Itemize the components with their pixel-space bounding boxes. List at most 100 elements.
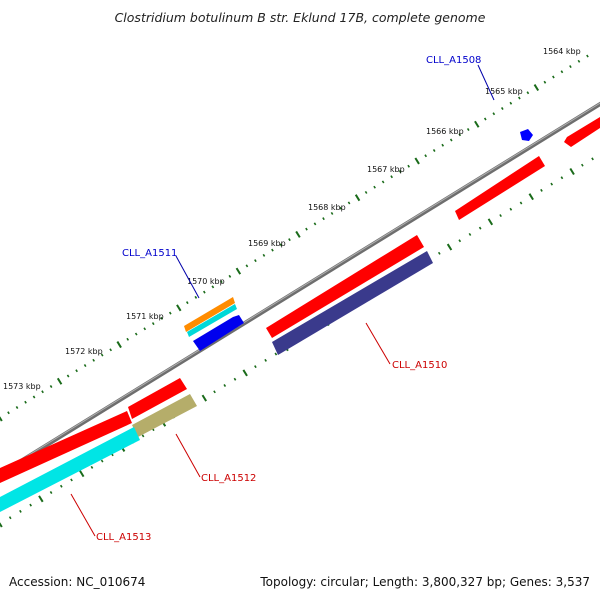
minor-tick xyxy=(398,169,402,173)
minor-tick xyxy=(100,353,104,357)
tick-label: 1571 kbp xyxy=(126,312,164,321)
gene-label-cll-a1510[interactable]: CLL_A1510 xyxy=(392,360,447,371)
gene-feature-cll-a1512[interactable] xyxy=(132,394,197,437)
minor-tick xyxy=(424,154,428,158)
tick-label: 1566 kbp xyxy=(426,127,464,136)
minor-tick xyxy=(168,311,172,315)
major-tick xyxy=(569,167,575,176)
minor-tick xyxy=(347,201,351,205)
minor-tick xyxy=(194,295,198,299)
minor-tick xyxy=(92,358,95,362)
gene-feature-cyan-short[interactable] xyxy=(187,304,237,337)
genome-backbone xyxy=(0,101,600,477)
minor-tick xyxy=(591,157,594,161)
major-tick xyxy=(0,522,3,528)
gene-feature-red-far-right[interactable] xyxy=(564,117,600,147)
gene-feature-cll-a1511[interactable] xyxy=(193,315,244,351)
gene-feature-red-long-left[interactable] xyxy=(0,411,132,483)
minor-tick xyxy=(233,377,237,381)
gene-feature-red-upper[interactable] xyxy=(455,156,545,220)
minor-tick xyxy=(90,465,94,469)
tick-label: 1565 kbp xyxy=(485,87,523,96)
tick-label: 1572 kbp xyxy=(65,347,103,356)
minor-tick xyxy=(586,54,589,58)
minor-tick xyxy=(254,365,257,369)
minor-tick xyxy=(70,478,73,482)
minor-tick xyxy=(373,185,376,189)
minor-tick xyxy=(15,406,19,409)
minor-tick xyxy=(519,201,523,205)
gene-label-cll-a1511[interactable]: CLL_A1511 xyxy=(122,248,177,259)
leader-cll-a1512 xyxy=(175,433,201,478)
minor-tick xyxy=(288,238,291,242)
leader-cll-a1510 xyxy=(365,322,391,365)
gene-label-cll-a1513[interactable]: CLL_A1513 xyxy=(96,532,151,543)
gene-feature-cll-a1510[interactable] xyxy=(272,251,433,355)
gene-feature-red-middle[interactable] xyxy=(266,235,424,338)
major-tick xyxy=(0,416,3,422)
map-title: Clostridium botulinum B str. Eklund 17B,… xyxy=(114,10,486,25)
minor-tick xyxy=(49,385,53,389)
major-tick xyxy=(295,230,301,238)
minor-tick xyxy=(141,434,145,438)
minor-tick xyxy=(509,207,513,211)
minor-tick xyxy=(441,143,445,147)
minor-tick xyxy=(279,243,283,247)
major-tick xyxy=(354,194,361,202)
reverse-strand-features xyxy=(0,117,600,512)
minor-tick xyxy=(449,138,453,142)
minor-tick xyxy=(499,214,502,218)
tick-label: 1564 kbp xyxy=(543,47,581,56)
leader-cll-a1513 xyxy=(70,493,96,537)
minor-tick xyxy=(143,327,147,331)
major-tick xyxy=(414,157,420,165)
minor-tick xyxy=(483,117,487,121)
gene-feature-cll-a1513[interactable] xyxy=(0,427,140,512)
minor-tick xyxy=(213,390,216,394)
tick-label: 1567 kbp xyxy=(367,165,405,174)
gene-label-cll-a1512[interactable]: CLL_A1512 xyxy=(201,473,256,484)
gene-feature-cll-a1508[interactable] xyxy=(520,129,533,141)
minor-tick xyxy=(543,80,547,84)
minor-tick xyxy=(458,239,462,243)
minor-tick xyxy=(478,226,482,230)
gene-feature-red-small[interactable] xyxy=(128,378,187,419)
tick-labels: 1564 kbp 1565 kbp 1566 kbp 1567 kbp 1568… xyxy=(3,47,581,391)
minor-tick xyxy=(7,411,10,415)
forward-strand-features xyxy=(184,129,533,351)
minor-tick xyxy=(466,128,470,131)
minor-tick xyxy=(185,301,189,305)
minor-tick xyxy=(330,211,334,215)
minor-tick xyxy=(83,364,87,368)
minor-tick xyxy=(274,352,278,356)
minor-tick xyxy=(223,384,227,388)
tick-label: 1570 kbp xyxy=(187,277,225,286)
genome-backbone-highlight xyxy=(0,102,600,474)
minor-tick xyxy=(381,180,385,184)
major-tick xyxy=(38,495,44,503)
major-tick xyxy=(116,341,122,349)
major-tick xyxy=(533,84,540,92)
minor-tick xyxy=(262,253,266,257)
major-tick xyxy=(235,267,242,275)
minor-tick xyxy=(339,206,342,210)
minor-tick xyxy=(202,290,206,294)
minor-tick xyxy=(526,91,530,95)
genome-summary-text: Topology: circular; Length: 3,800,327 bp… xyxy=(260,575,590,589)
minor-tick xyxy=(220,280,223,284)
gene-label-cll-a1508[interactable]: CLL_A1508 xyxy=(426,55,481,66)
gene-labels: CLL_A1508 CLL_A1511 CLL_A1510 CLL_A1512 … xyxy=(96,55,481,543)
minor-tick xyxy=(228,274,232,278)
minor-tick xyxy=(322,217,325,221)
gene-feature-orange[interactable] xyxy=(184,297,235,332)
minor-tick xyxy=(518,96,521,100)
minor-tick xyxy=(509,101,513,105)
minor-tick xyxy=(126,337,130,341)
minor-tick xyxy=(569,65,572,69)
outer-tick-ring xyxy=(0,54,589,422)
minor-tick xyxy=(151,322,155,326)
minor-tick xyxy=(432,148,436,152)
minor-tick xyxy=(160,316,164,320)
minor-tick xyxy=(59,484,63,488)
minor-tick xyxy=(41,390,44,394)
